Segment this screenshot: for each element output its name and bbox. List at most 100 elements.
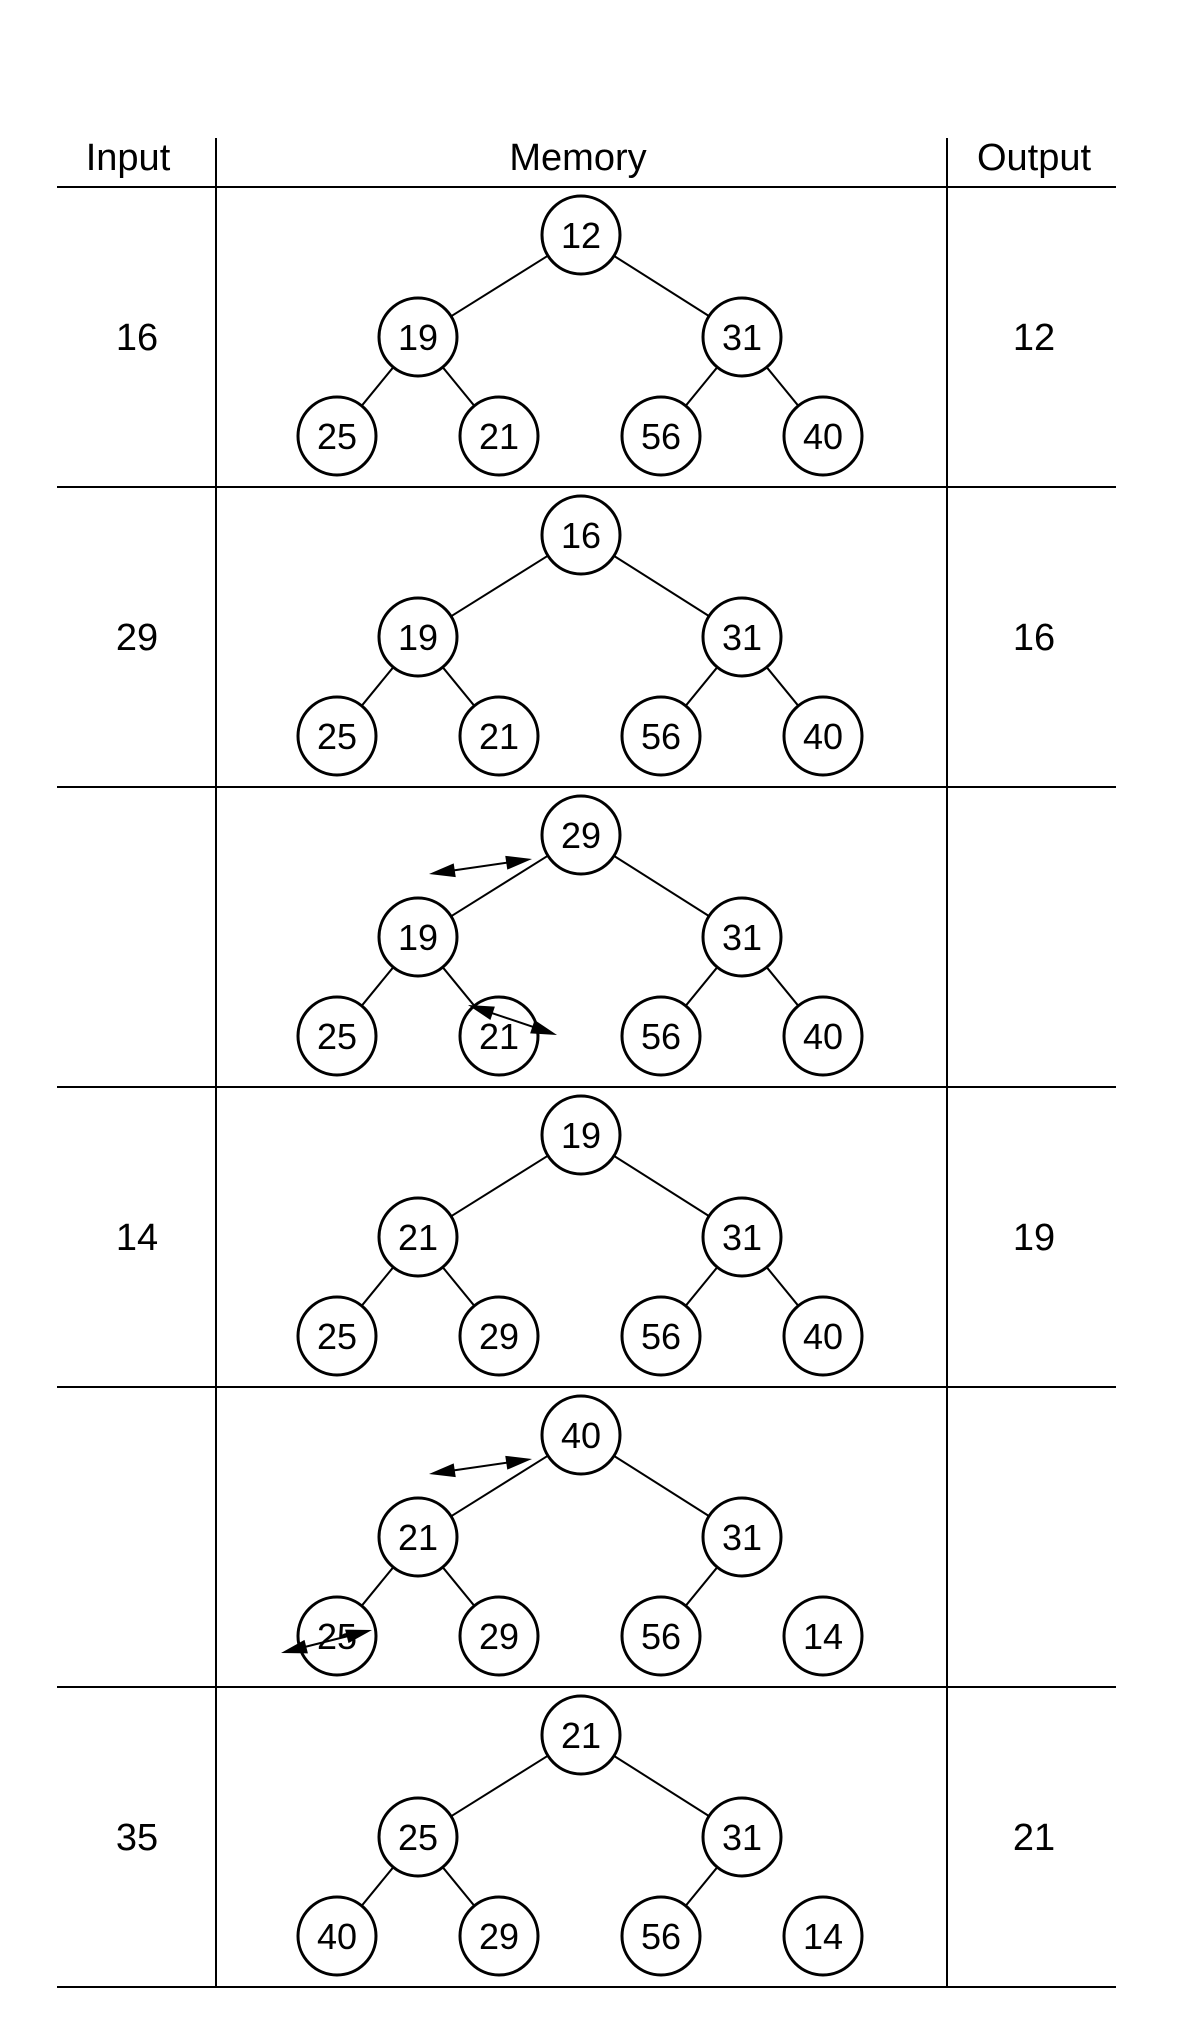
tree-edge — [765, 1266, 800, 1307]
node-label: 29 — [479, 1916, 519, 1957]
node-label: 16 — [561, 515, 601, 556]
heap-node: 12 — [540, 194, 622, 276]
table-row: 29 19 31 25 21 56 40 — [296, 794, 864, 1077]
swap-arrow — [429, 855, 532, 878]
heap-tree: 16 19 31 25 21 56 40 — [296, 494, 864, 777]
heap-node: 25 — [296, 995, 378, 1077]
node-label: 25 — [317, 416, 357, 457]
tree-edge — [613, 555, 710, 617]
swap-arrow — [429, 1455, 532, 1478]
heap-node: 40 — [782, 395, 864, 477]
heap-node: 56 — [620, 695, 702, 777]
node-label: 14 — [803, 1616, 843, 1657]
heap-node: 56 — [620, 995, 702, 1077]
heap-node: 16 — [540, 494, 622, 576]
table-row: 29 16 16 19 31 25 21 56 40 — [116, 494, 1055, 777]
heap-node: 31 — [701, 896, 783, 978]
node-label: 21 — [561, 1715, 601, 1756]
tree-edge — [684, 1266, 719, 1307]
heap-node: 40 — [782, 1295, 864, 1377]
node-label: 56 — [641, 716, 681, 757]
heap-node: 25 — [296, 1595, 378, 1677]
tree-edge — [450, 1454, 549, 1518]
heap-node: 29 — [458, 1295, 540, 1377]
heap-node: 40 — [782, 695, 864, 777]
heap-node: 21 — [377, 1196, 459, 1278]
heap-node: 19 — [377, 296, 459, 378]
tree-edge — [684, 366, 719, 407]
node-label: 31 — [722, 1217, 762, 1258]
heap-node: 29 — [458, 1895, 540, 1977]
table-row: 14 19 19 21 31 25 29 56 40 — [116, 1094, 1055, 1377]
output-value: 19 — [1013, 1217, 1055, 1259]
node-label: 25 — [317, 716, 357, 757]
node-label: 21 — [479, 416, 519, 457]
node-label: 40 — [803, 716, 843, 757]
heap-node: 31 — [701, 296, 783, 378]
tree-edge — [765, 666, 800, 707]
table-header: Input Memory Output — [86, 137, 1092, 179]
tree-edge — [441, 1266, 476, 1307]
node-label: 56 — [641, 1316, 681, 1357]
heap-node: 29 — [458, 1595, 540, 1677]
input-value: 29 — [116, 617, 158, 659]
table-row: 35 21 21 25 31 40 29 56 14 — [116, 1694, 1055, 1977]
heap-tree: 12 19 31 25 21 56 40 — [296, 194, 864, 477]
tree-edge — [613, 1455, 710, 1517]
heap-node: 40 — [782, 995, 864, 1077]
tree-edge — [450, 254, 549, 318]
node-label: 31 — [722, 617, 762, 658]
heap-node: 25 — [296, 695, 378, 777]
node-label: 21 — [479, 1016, 519, 1057]
output-value: 16 — [1013, 617, 1055, 659]
heap-tree: 40 21 31 25 29 56 14 — [281, 1394, 864, 1677]
node-label: 25 — [317, 1316, 357, 1357]
tree-edge — [441, 1566, 476, 1607]
tree-edge — [441, 1866, 476, 1907]
heap-tree: 21 25 31 40 29 56 14 — [296, 1694, 864, 1977]
heap-node: 31 — [701, 1196, 783, 1278]
heap-node: 19 — [377, 596, 459, 678]
heap-node: 40 — [296, 1895, 378, 1977]
tree-edge — [613, 255, 710, 317]
heap-node: 29 — [540, 794, 622, 876]
node-label: 14 — [803, 1916, 843, 1957]
node-label: 25 — [398, 1817, 438, 1858]
node-label: 56 — [641, 1016, 681, 1057]
tree-edge — [360, 1866, 395, 1907]
node-label: 29 — [479, 1316, 519, 1357]
tree-edge — [684, 666, 719, 707]
heap-node: 14 — [782, 1895, 864, 1977]
node-label: 19 — [561, 1115, 601, 1156]
tree-edge — [360, 366, 395, 407]
tree-edge — [441, 366, 476, 407]
heap-tree: 29 19 31 25 21 56 40 — [296, 794, 864, 1077]
node-label: 21 — [398, 1217, 438, 1258]
node-label: 19 — [398, 317, 438, 358]
memory-header: Memory — [509, 137, 646, 179]
heap-node: 14 — [782, 1595, 864, 1677]
node-label: 40 — [317, 1916, 357, 1957]
tree-edge — [765, 366, 800, 407]
node-label: 21 — [398, 1517, 438, 1558]
heap-node: 25 — [296, 1295, 378, 1377]
tree-edge — [684, 966, 719, 1007]
heap-node: 56 — [620, 1295, 702, 1377]
table-grid — [57, 138, 1116, 1988]
input-header: Input — [86, 137, 171, 179]
node-label: 40 — [803, 416, 843, 457]
node-label: 12 — [561, 215, 601, 256]
node-label: 21 — [479, 716, 519, 757]
output-value: 21 — [1013, 1817, 1055, 1859]
tree-edge — [441, 966, 476, 1007]
node-label: 29 — [479, 1616, 519, 1657]
node-label: 40 — [561, 1415, 601, 1456]
heap-node: 19 — [540, 1094, 622, 1176]
heap-node: 31 — [701, 596, 783, 678]
heap-node: 21 — [458, 995, 540, 1077]
node-label: 40 — [803, 1016, 843, 1057]
heap-node: 31 — [701, 1496, 783, 1578]
node-label: 56 — [641, 1616, 681, 1657]
node-label: 31 — [722, 917, 762, 958]
